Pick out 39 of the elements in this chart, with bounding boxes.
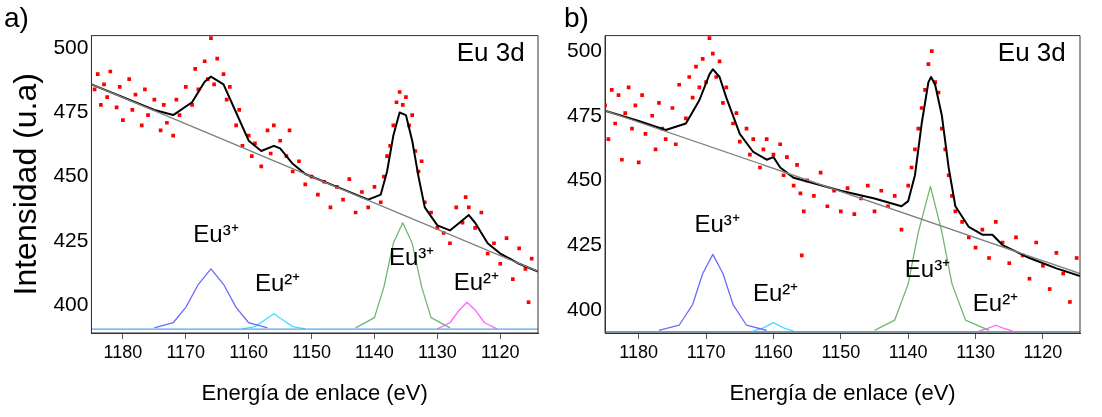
x-tick-label: 1160 [754,341,793,362]
chart-title: a) [4,1,29,33]
y-tick-label: 450 [566,167,603,191]
x-tick-label: 1150 [292,341,331,362]
y-axis-title: Intensidad (u.a) [7,73,44,296]
annotation: Eu³⁺ [904,254,951,282]
annotation: Eu³⁺ [193,220,239,248]
x-tick-label: 1120 [480,341,520,362]
annotation: Eu 3d [997,36,1066,67]
annotation: Eu²⁺ [752,279,799,307]
x-tick-label: 1170 [686,341,726,362]
x-tick-label: 1160 [229,341,269,362]
x-axis-title: Energía de enlace (eV) [201,379,428,405]
x-tick-label: 1150 [821,341,861,362]
y-tick-label: 475 [53,99,89,123]
x-tick-label: 1120 [1023,341,1063,362]
annotation: Eu³⁺ [388,242,435,270]
annotation: Eu³⁺ [694,210,740,238]
y-tick-label: 500 [53,35,89,59]
annotation: Eu²⁺ [972,289,1019,317]
y-tick-label: 500 [566,37,603,61]
x-tick-label: 1130 [418,341,457,362]
x-tick-label: 1180 [103,341,143,362]
chart-title: b) [564,1,589,33]
annotation: Eu²⁺ [254,269,301,297]
x-tick-label: 1170 [166,341,206,362]
x-axis-title: Energía de enlace (eV) [729,379,956,405]
annotation: Eu²⁺ [453,267,500,295]
y-tick-label: 400 [566,296,603,320]
y-tick-label: 400 [53,291,89,315]
y-tick-label: 475 [566,102,603,126]
x-tick-label: 1130 [956,341,995,362]
y-tick-label: 425 [53,227,89,251]
x-tick-label: 1140 [888,341,928,362]
y-tick-label: 450 [53,163,89,187]
annotation: Eu 3d [456,36,525,67]
y-tick-label: 425 [566,231,603,255]
x-tick-label: 1180 [619,341,659,362]
x-tick-label: 1140 [355,341,394,362]
